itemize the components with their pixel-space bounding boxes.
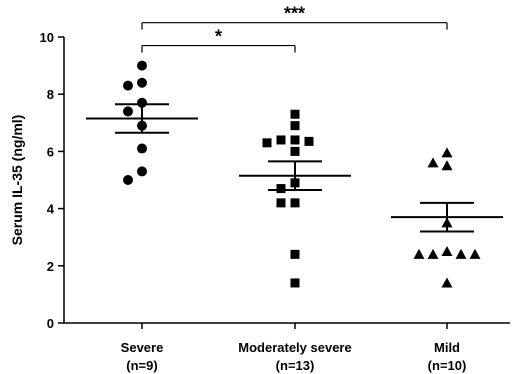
data-points [123, 60, 481, 288]
data-point-triangle [441, 160, 453, 171]
data-point-square [290, 146, 300, 156]
data-point-circle [137, 166, 147, 177]
data-point-square [290, 109, 300, 119]
x-category-count: (n=10) [428, 358, 467, 373]
x-category-label: Severe [121, 340, 164, 355]
data-point-circle [137, 60, 147, 71]
data-point-square [290, 249, 300, 259]
significance-label: *** [284, 4, 305, 24]
y-tick-label: 10 [40, 30, 54, 45]
y-tick-label: 4 [47, 202, 55, 217]
data-point-square [276, 135, 286, 145]
data-point-square [304, 136, 314, 146]
data-point-square [290, 198, 300, 208]
data-point-square [276, 198, 286, 208]
data-point-circle [137, 120, 147, 131]
data-point-triangle [455, 248, 467, 259]
data-point-circle [123, 80, 133, 91]
data-point-triangle [441, 147, 453, 158]
axes [58, 36, 510, 329]
data-point-triangle [469, 248, 481, 259]
data-point-square [276, 184, 286, 194]
data-point-circle [123, 175, 133, 185]
y-tick-label: 0 [47, 316, 54, 331]
data-point-triangle [427, 248, 439, 259]
x-category-label: Mild [434, 340, 460, 355]
y-axis-title: Serum IL-35 (ng/ml) [9, 115, 25, 246]
y-tick-label: 6 [47, 144, 54, 159]
data-point-square [290, 135, 300, 145]
data-point-square [262, 138, 272, 148]
significance-brackets [141, 22, 448, 53]
data-point-triangle [413, 248, 425, 259]
data-point-square [290, 178, 300, 188]
data-point-square [290, 278, 300, 288]
data-point-triangle [441, 246, 453, 256]
data-point-circle [137, 97, 147, 108]
data-point-circle [137, 77, 147, 88]
data-point-triangle [441, 277, 453, 288]
data-point-circle [123, 106, 133, 117]
data-point-triangle [441, 217, 453, 228]
y-tick-label: 2 [47, 259, 54, 274]
x-category-count: (n=9) [126, 358, 157, 373]
data-point-circle [137, 143, 147, 154]
labels: 0 2 4 6 8 10 Serum IL-35 (ng/ml) Severe (n=9) Mod… [9, 4, 466, 373]
data-point-square [290, 121, 300, 131]
x-category-label: Moderately severe [238, 340, 351, 355]
significance-label: * [215, 27, 222, 47]
y-tick-label: 8 [47, 87, 54, 102]
data-point-triangle [427, 157, 439, 168]
x-category-count: (n=13) [276, 358, 315, 373]
